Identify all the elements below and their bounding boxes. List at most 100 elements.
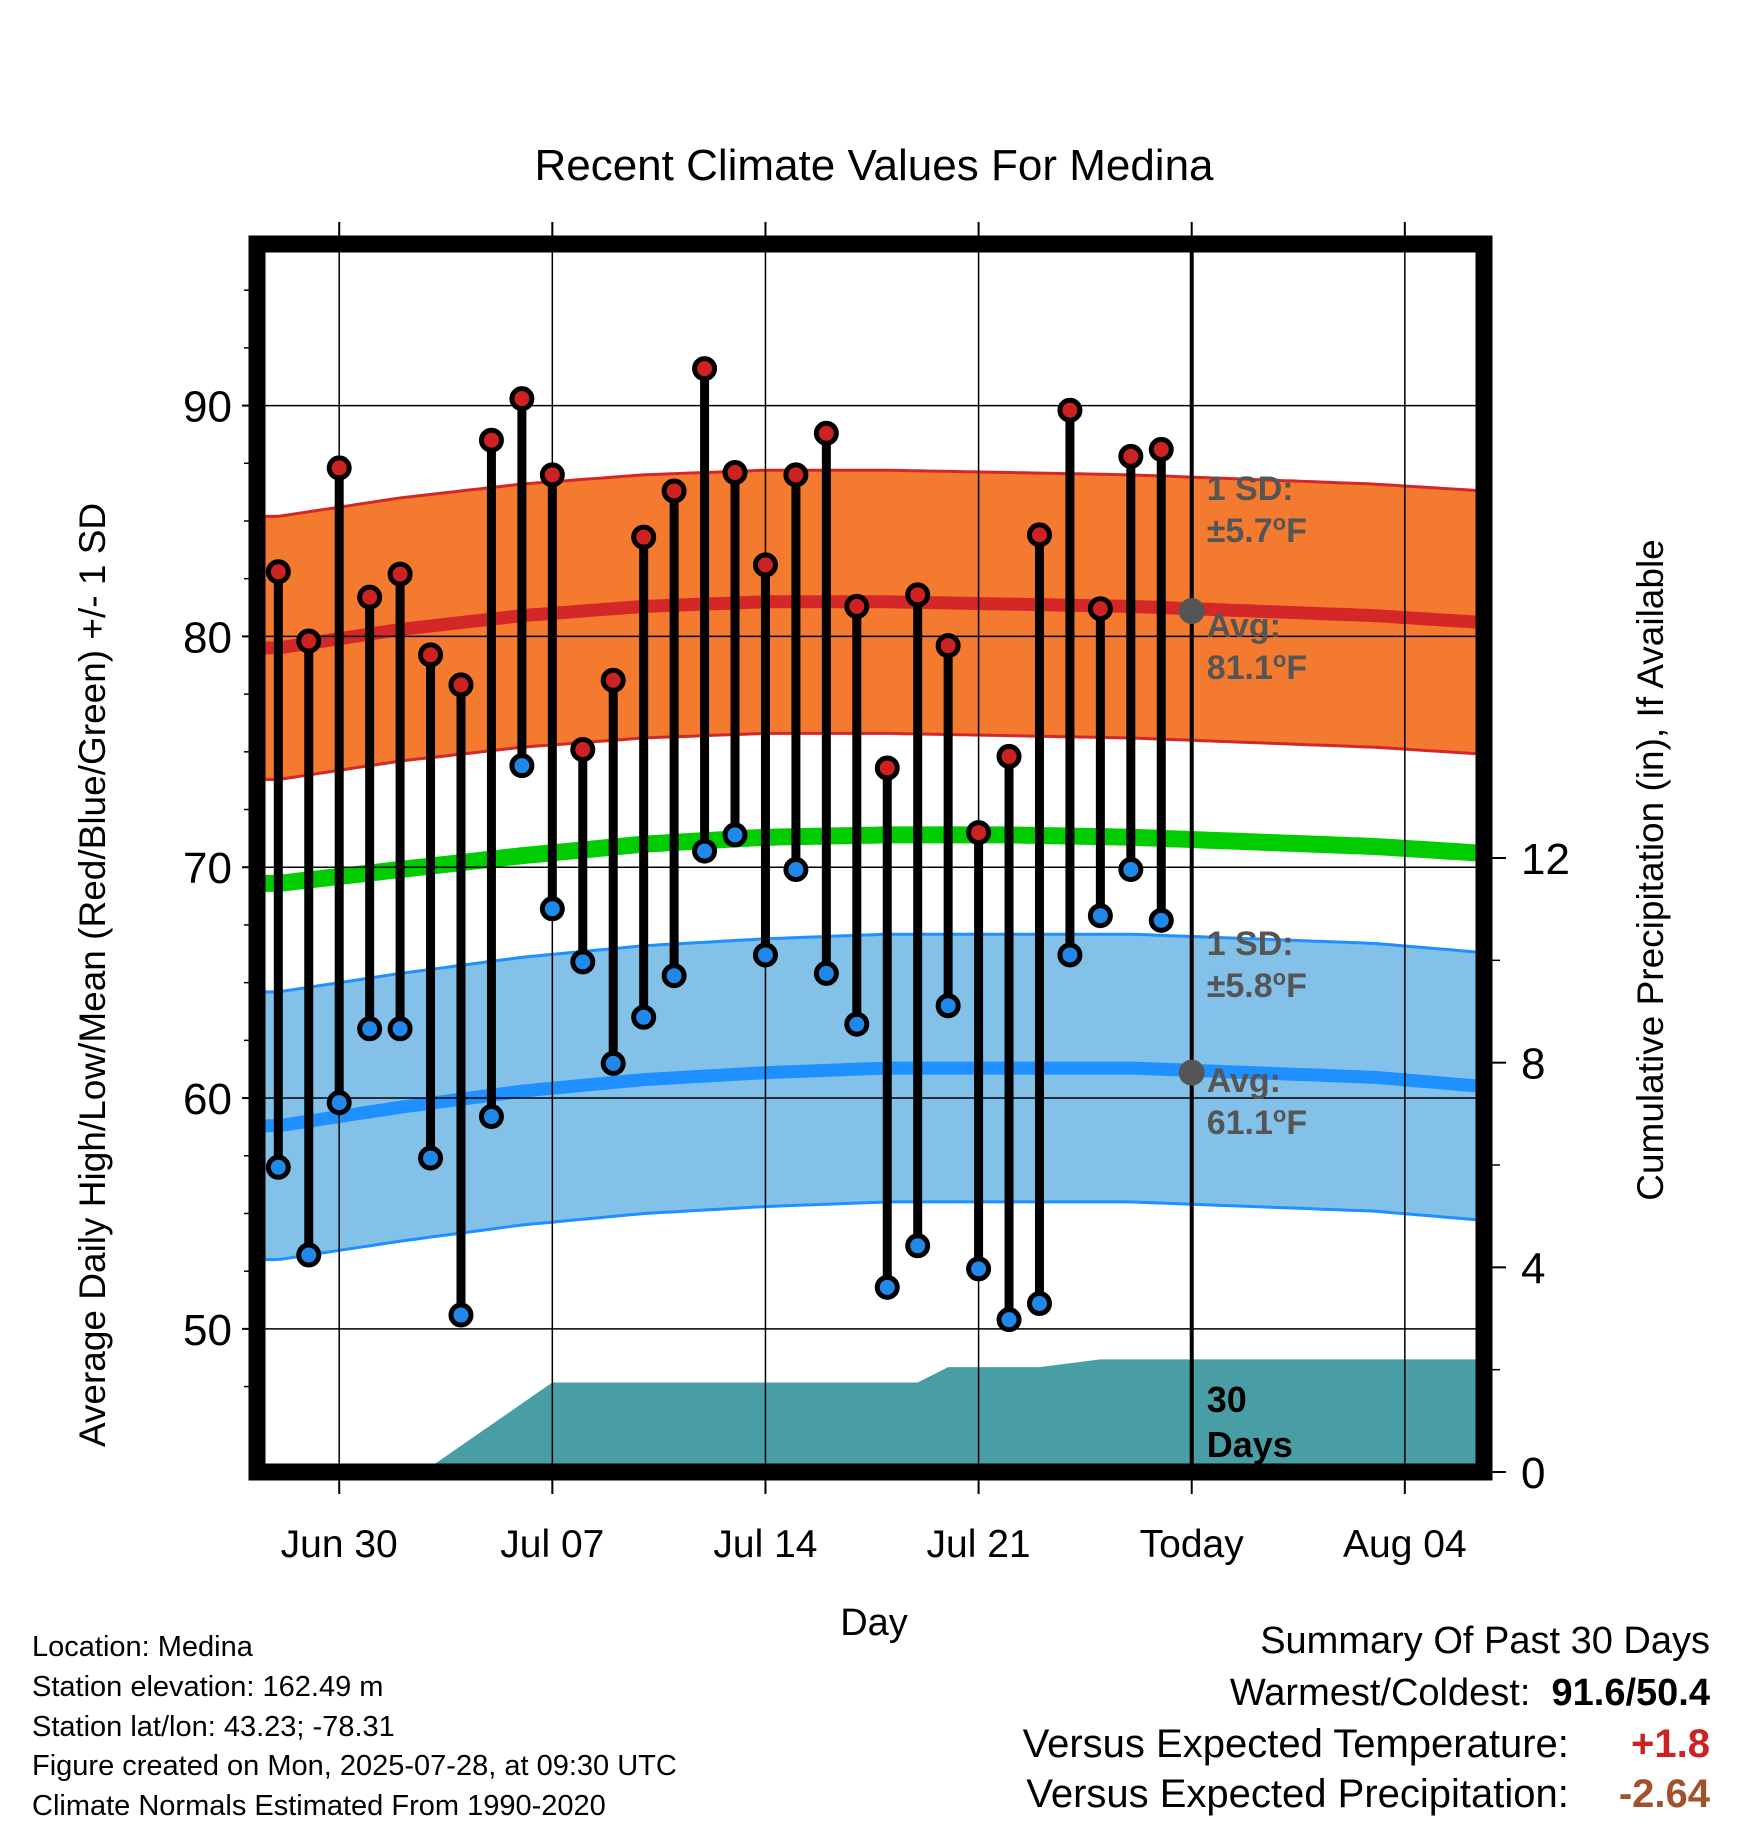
x-tick-label: Jul 14 — [713, 1523, 817, 1566]
axes: 50 60 70 80 90 0 4 8 12 Jun 30 Jul 07 Jul 14 Jul 21 T… — [183, 222, 1570, 1566]
low-point — [326, 1090, 352, 1116]
y2-tick-label: 8 — [1521, 1040, 1545, 1089]
high-point — [357, 584, 383, 610]
high-avg-annotation-value: 81.1oF — [1207, 647, 1307, 688]
x-tick-label: Jul 21 — [927, 1523, 1031, 1566]
low-avg-annotation-label: Avg: — [1207, 1062, 1281, 1100]
low-sd-annotation-label: 1 SD: — [1207, 925, 1294, 963]
x-axis-label: Day — [840, 1602, 908, 1644]
low-point — [752, 942, 778, 968]
high-point — [661, 478, 687, 504]
low-point — [722, 822, 748, 848]
low-point — [844, 1011, 870, 1037]
high-sd-annotation-value: ±5.7oF — [1207, 510, 1307, 551]
high-point — [600, 667, 626, 693]
high-point — [1026, 522, 1052, 548]
y-tick-label: 60 — [183, 1075, 232, 1124]
high-avg-annotation-label: Avg: — [1207, 607, 1281, 645]
low-point — [570, 949, 596, 975]
high-point — [935, 633, 961, 659]
low-point — [692, 838, 718, 864]
high-point — [631, 524, 657, 550]
low-point — [1026, 1290, 1052, 1316]
high-point — [265, 559, 291, 585]
high-point — [1148, 436, 1174, 462]
y2-tick-label: 4 — [1521, 1244, 1545, 1293]
y-tick-label: 80 — [183, 613, 232, 662]
low-point — [539, 896, 565, 922]
mean-normal-line — [257, 826, 1484, 892]
summary-precip-label: Versus Expected Precipitation: — [1026, 1772, 1569, 1816]
high-point — [1087, 596, 1113, 622]
y-tick-label: 90 — [183, 383, 232, 432]
summary-warmest-label: Warmest/Coldest: — [1229, 1672, 1531, 1714]
x-tick-label: Jun 30 — [281, 1523, 398, 1566]
today-high-avg-marker — [1178, 598, 1205, 625]
low-point — [448, 1302, 474, 1328]
y-tick-label: 50 — [183, 1306, 232, 1355]
summary-precip-value: -2.64 — [1618, 1772, 1710, 1816]
high-point — [844, 593, 870, 619]
low-sd-annotation-value: ±5.8oF — [1207, 965, 1307, 1006]
x-tick-label: Jul 07 — [500, 1523, 604, 1566]
today-low-avg-marker — [1178, 1059, 1205, 1086]
low-point — [1087, 903, 1113, 929]
plot-frame — [248, 235, 1493, 1481]
high-point — [1118, 443, 1144, 469]
summary-precip-row: Versus Expected Precipitation: -2.64 — [1026, 1772, 1710, 1817]
summary-warmest-value: 91.6/50.4 — [1551, 1672, 1710, 1714]
x-tick-label: Aug 04 — [1343, 1523, 1467, 1566]
low-point — [631, 1004, 657, 1030]
low-avg-annotation-value: 61.1oF — [1207, 1102, 1307, 1143]
low-point — [1148, 907, 1174, 933]
high-point — [326, 455, 352, 481]
high-normal-line — [257, 595, 1483, 655]
chart-title: Recent Climate Values For Medina — [534, 141, 1214, 190]
summary-temp-value: +1.8 — [1631, 1722, 1710, 1766]
low-point — [661, 963, 687, 989]
summary-warmest-row: Warmest/Coldest: 91.6/50.4 — [1230, 1672, 1710, 1715]
high-point — [570, 737, 596, 763]
high-sd-annotation-label: 1 SD: — [1207, 470, 1294, 508]
high-point — [418, 642, 444, 668]
low-point — [996, 1307, 1022, 1333]
high-point — [692, 356, 718, 382]
low-point — [905, 1233, 931, 1259]
low-point — [296, 1242, 322, 1268]
footer-location: Location: Medina — [32, 1631, 253, 1663]
low-point — [1057, 942, 1083, 968]
low-point — [265, 1154, 291, 1180]
footer-normals: Climate Normals Estimated From 1990-2020 — [32, 1790, 606, 1822]
low-point — [478, 1104, 504, 1130]
low-point — [966, 1256, 992, 1282]
high-point — [448, 672, 474, 698]
high-point — [539, 462, 565, 488]
low-point — [600, 1050, 626, 1076]
low-point — [418, 1145, 444, 1171]
high-point — [966, 820, 992, 846]
high-point — [905, 582, 931, 608]
y2-tick-label: 12 — [1521, 835, 1570, 884]
days-count-label: 30 — [1207, 1379, 1247, 1420]
high-point — [813, 420, 839, 446]
low-point — [783, 857, 809, 883]
y-axis-label: Average Daily High/Low/Mean (Red/Blue/Gr… — [72, 503, 113, 1447]
normal-bands — [255, 468, 1484, 1472]
summary-temp-label: Versus Expected Temperature: — [1022, 1722, 1569, 1766]
low-point — [813, 960, 839, 986]
high-point — [478, 427, 504, 453]
high-point — [296, 628, 322, 654]
footer-latlon: Station lat/lon: 43.23; -78.31 — [32, 1711, 395, 1743]
high-point — [996, 743, 1022, 769]
precipitation-area — [278, 1359, 1484, 1472]
high-point — [752, 552, 778, 578]
low-point — [357, 1016, 383, 1042]
summary-temp-row: Versus Expected Temperature: +1.8 — [1023, 1722, 1710, 1767]
high-point — [874, 755, 900, 781]
low-point — [387, 1016, 413, 1042]
low-point — [935, 993, 961, 1019]
y2-tick-label: 0 — [1521, 1449, 1545, 1498]
high-point — [722, 460, 748, 486]
